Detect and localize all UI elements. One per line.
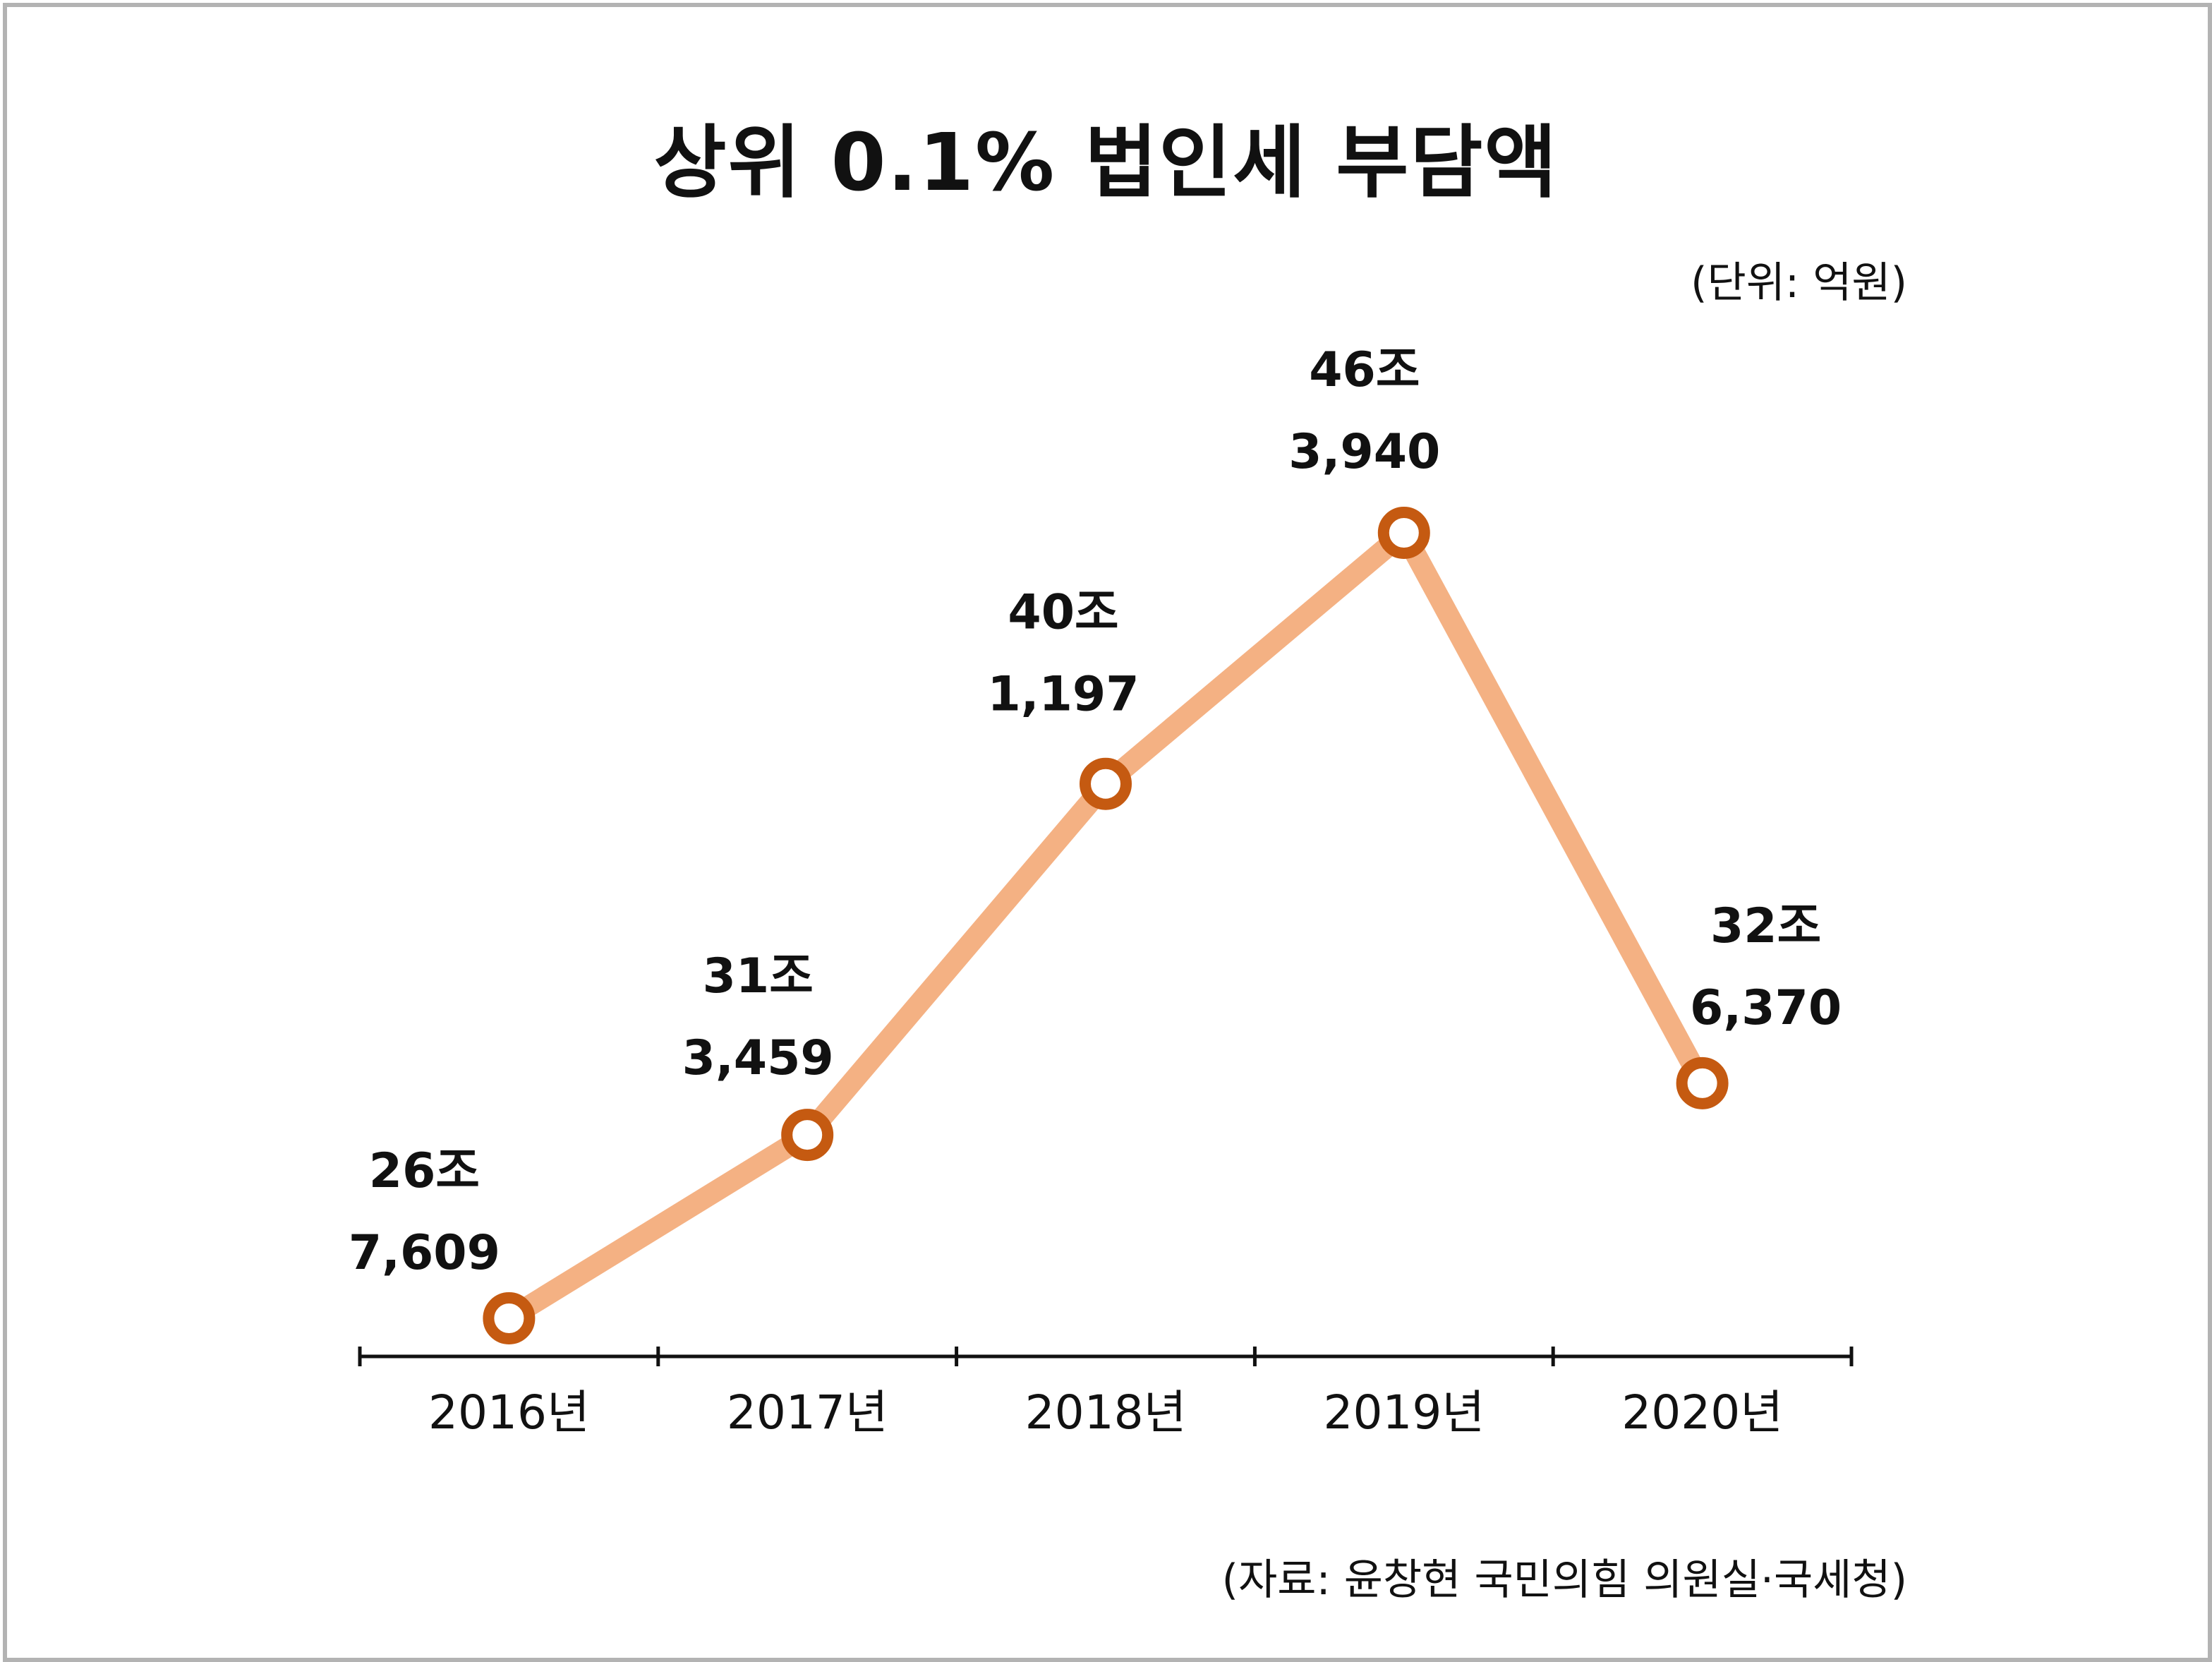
data-label-billion: 1,197 bbox=[987, 667, 1139, 723]
x-tick-label: 2016년 bbox=[428, 1385, 590, 1440]
series-line bbox=[498, 522, 1713, 1329]
source-note: (자료: 윤창현 국민의힘 의원실·국세청) bbox=[1221, 1555, 1907, 1605]
data-label-trillion: 26조 bbox=[369, 1143, 480, 1199]
data-label-trillion: 31조 bbox=[703, 949, 814, 1004]
chart-frame bbox=[3, 3, 2212, 1662]
data-label-billion: 7,609 bbox=[349, 1225, 500, 1281]
data-label-billion: 3,459 bbox=[682, 1030, 834, 1086]
data-label-trillion: 46조 bbox=[1309, 342, 1420, 398]
data-point bbox=[1080, 757, 1132, 810]
data-label-trillion: 40조 bbox=[1008, 585, 1118, 641]
x-tick-label: 2017년 bbox=[727, 1385, 888, 1440]
data-label-billion: 6,370 bbox=[1690, 980, 1842, 1036]
data-point bbox=[1676, 1056, 1729, 1109]
chart-title: 상위 0.1% 법인세 부담액 bbox=[653, 117, 1559, 209]
x-tick-label: 2018년 bbox=[1025, 1385, 1187, 1440]
data-point bbox=[781, 1109, 834, 1162]
data-label-trillion: 32조 bbox=[1710, 898, 1821, 954]
x-tick-label: 2020년 bbox=[1621, 1385, 1783, 1440]
x-tick-label: 2019년 bbox=[1323, 1385, 1485, 1440]
data-point bbox=[483, 1292, 536, 1344]
unit-label: (단위: 억원) bbox=[1691, 258, 1907, 308]
data-label-billion: 3,940 bbox=[1288, 424, 1440, 480]
data-point bbox=[1377, 507, 1430, 559]
